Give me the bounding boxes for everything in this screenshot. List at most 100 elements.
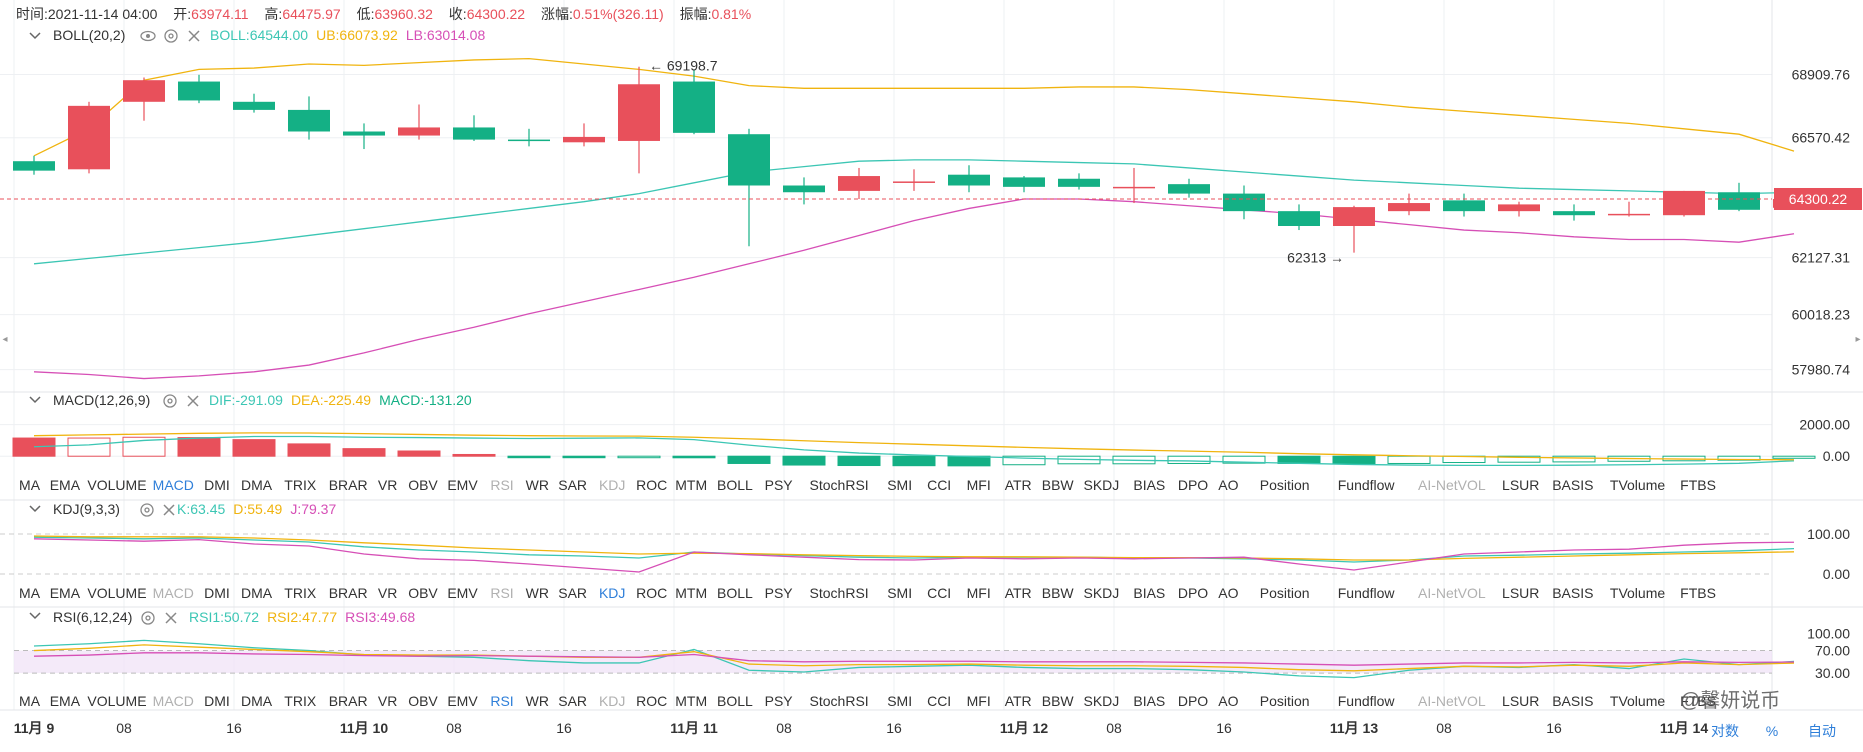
indicator-tab-bbw[interactable]: BBW <box>1042 477 1075 493</box>
indicator-tab-stochrsi[interactable]: StochRSI <box>810 693 869 709</box>
gear-icon[interactable] <box>140 503 154 517</box>
indicator-tab-wr[interactable]: WR <box>526 585 549 601</box>
indicator-tab-bbw[interactable]: BBW <box>1042 585 1075 601</box>
indicator-tab-brar[interactable]: BRAR <box>329 693 368 709</box>
indicator-tab-roc[interactable]: ROC <box>636 477 667 493</box>
indicator-tab-dmi[interactable]: DMI <box>204 585 230 601</box>
indicator-tab-mfi[interactable]: MFI <box>967 585 991 601</box>
indicator-tab-skdj[interactable]: SKDJ <box>1084 585 1120 601</box>
indicator-tab-emv[interactable]: EMV <box>447 477 478 493</box>
indicator-tab-dma[interactable]: DMA <box>241 693 273 709</box>
indicator-tab-volume[interactable]: VOLUME <box>87 477 146 493</box>
indicator-tab-trix[interactable]: TRIX <box>284 585 317 601</box>
indicator-tab-ema[interactable]: EMA <box>50 477 81 493</box>
gear-icon[interactable] <box>141 611 155 625</box>
indicator-tab-fundflow[interactable]: Fundflow <box>1338 693 1396 709</box>
indicator-tab-mtm[interactable]: MTM <box>675 585 707 601</box>
indicator-tab-ai-netvol[interactable]: AI-NetVOL <box>1418 477 1486 493</box>
chevron-down-icon[interactable] <box>29 612 41 620</box>
close-icon[interactable] <box>163 504 175 516</box>
indicator-tab-psy[interactable]: PSY <box>765 477 794 493</box>
indicator-tab-atr[interactable]: ATR <box>1005 693 1032 709</box>
indicator-tab-dmi[interactable]: DMI <box>204 477 230 493</box>
indicator-tab-fundflow[interactable]: Fundflow <box>1338 585 1396 601</box>
indicator-tab-position[interactable]: Position <box>1260 477 1310 493</box>
indicator-tab-ma[interactable]: MA <box>19 693 41 709</box>
indicator-tab-obv[interactable]: OBV <box>408 585 438 601</box>
indicator-tab-roc[interactable]: ROC <box>636 693 667 709</box>
log-scale-button[interactable]: 对数 <box>1711 723 1739 739</box>
indicator-tab-boll[interactable]: BOLL <box>717 585 753 601</box>
indicator-tab-bias[interactable]: BIAS <box>1133 693 1165 709</box>
indicator-tab-ao[interactable]: AO <box>1218 585 1238 601</box>
indicator-tab-position[interactable]: Position <box>1260 585 1310 601</box>
indicator-tab-rsi[interactable]: RSI <box>490 693 513 709</box>
indicator-tab-sar[interactable]: SAR <box>558 693 587 709</box>
indicator-tab-cci[interactable]: CCI <box>927 477 951 493</box>
indicator-tab-trix[interactable]: TRIX <box>284 693 317 709</box>
indicator-tab-bbw[interactable]: BBW <box>1042 693 1075 709</box>
indicator-tab-ao[interactable]: AO <box>1218 477 1238 493</box>
indicator-tab-rsi[interactable]: RSI <box>490 477 513 493</box>
indicator-tab-ma[interactable]: MA <box>19 585 41 601</box>
indicator-tab-tvolume[interactable]: TVolume <box>1610 585 1665 601</box>
indicator-tab-vr[interactable]: VR <box>378 585 397 601</box>
scroll-right-icon[interactable]: ▸ <box>1855 334 1861 345</box>
indicator-tab-position[interactable]: Position <box>1260 693 1310 709</box>
indicator-tab-lsur[interactable]: LSUR <box>1502 585 1539 601</box>
indicator-tab-basis[interactable]: BASIS <box>1552 693 1593 709</box>
indicator-tab-brar[interactable]: BRAR <box>329 477 368 493</box>
indicator-tab-dmi[interactable]: DMI <box>204 693 230 709</box>
indicator-tab-volume[interactable]: VOLUME <box>87 585 146 601</box>
indicator-tab-wr[interactable]: WR <box>526 693 549 709</box>
indicator-tab-ma[interactable]: MA <box>19 477 41 493</box>
indicator-tab-bias[interactable]: BIAS <box>1133 477 1165 493</box>
indicator-tab-boll[interactable]: BOLL <box>717 477 753 493</box>
indicator-tab-ema[interactable]: EMA <box>50 585 81 601</box>
indicator-tab-stochrsi[interactable]: StochRSI <box>810 585 869 601</box>
indicator-tab-obv[interactable]: OBV <box>408 693 438 709</box>
scroll-left-icon[interactable]: ◂ <box>2 334 8 345</box>
chevron-down-icon[interactable] <box>29 505 41 513</box>
indicator-tab-dpo[interactable]: DPO <box>1178 693 1208 709</box>
indicator-tab-ai-netvol[interactable]: AI-NetVOL <box>1418 693 1486 709</box>
indicator-tab-mfi[interactable]: MFI <box>967 693 991 709</box>
indicator-tab-macd[interactable]: MACD <box>153 477 194 493</box>
indicator-tab-ftbs[interactable]: FTBS <box>1680 693 1716 709</box>
indicator-tab-tvolume[interactable]: TVolume <box>1610 693 1665 709</box>
indicator-tab-skdj[interactable]: SKDJ <box>1084 693 1120 709</box>
indicator-tab-volume[interactable]: VOLUME <box>87 693 146 709</box>
indicator-tab-emv[interactable]: EMV <box>447 585 478 601</box>
indicator-tab-lsur[interactable]: LSUR <box>1502 693 1539 709</box>
indicator-tab-ftbs[interactable]: FTBS <box>1680 477 1716 493</box>
indicator-tab-ao[interactable]: AO <box>1218 693 1238 709</box>
gear-icon[interactable] <box>163 394 177 408</box>
indicator-tab-vr[interactable]: VR <box>378 477 397 493</box>
gear-icon[interactable] <box>164 29 178 43</box>
indicator-tab-ema[interactable]: EMA <box>50 693 81 709</box>
indicator-tab-smi[interactable]: SMI <box>887 477 912 493</box>
indicator-tab-ai-netvol[interactable]: AI-NetVOL <box>1418 585 1486 601</box>
indicator-tab-dma[interactable]: DMA <box>241 585 273 601</box>
indicator-tab-macd[interactable]: MACD <box>153 585 194 601</box>
indicator-tab-kdj[interactable]: KDJ <box>599 585 625 601</box>
indicator-tab-sar[interactable]: SAR <box>558 585 587 601</box>
indicator-tab-macd[interactable]: MACD <box>153 693 194 709</box>
indicator-tab-atr[interactable]: ATR <box>1005 477 1032 493</box>
close-icon[interactable] <box>188 30 200 42</box>
indicator-tab-boll[interactable]: BOLL <box>717 693 753 709</box>
indicator-tab-cci[interactable]: CCI <box>927 693 951 709</box>
indicator-tab-dma[interactable]: DMA <box>241 477 273 493</box>
indicator-tab-dpo[interactable]: DPO <box>1178 585 1208 601</box>
percent-scale-button[interactable]: % <box>1766 723 1778 739</box>
indicator-tab-cci[interactable]: CCI <box>927 585 951 601</box>
indicator-tab-stochrsi[interactable]: StochRSI <box>810 477 869 493</box>
indicator-tab-brar[interactable]: BRAR <box>329 585 368 601</box>
indicator-tab-basis[interactable]: BASIS <box>1552 585 1593 601</box>
indicator-tab-tvolume[interactable]: TVolume <box>1610 477 1665 493</box>
indicator-tab-skdj[interactable]: SKDJ <box>1084 477 1120 493</box>
indicator-tab-dpo[interactable]: DPO <box>1178 477 1208 493</box>
indicator-tab-psy[interactable]: PSY <box>765 693 794 709</box>
indicator-tab-psy[interactable]: PSY <box>765 585 794 601</box>
